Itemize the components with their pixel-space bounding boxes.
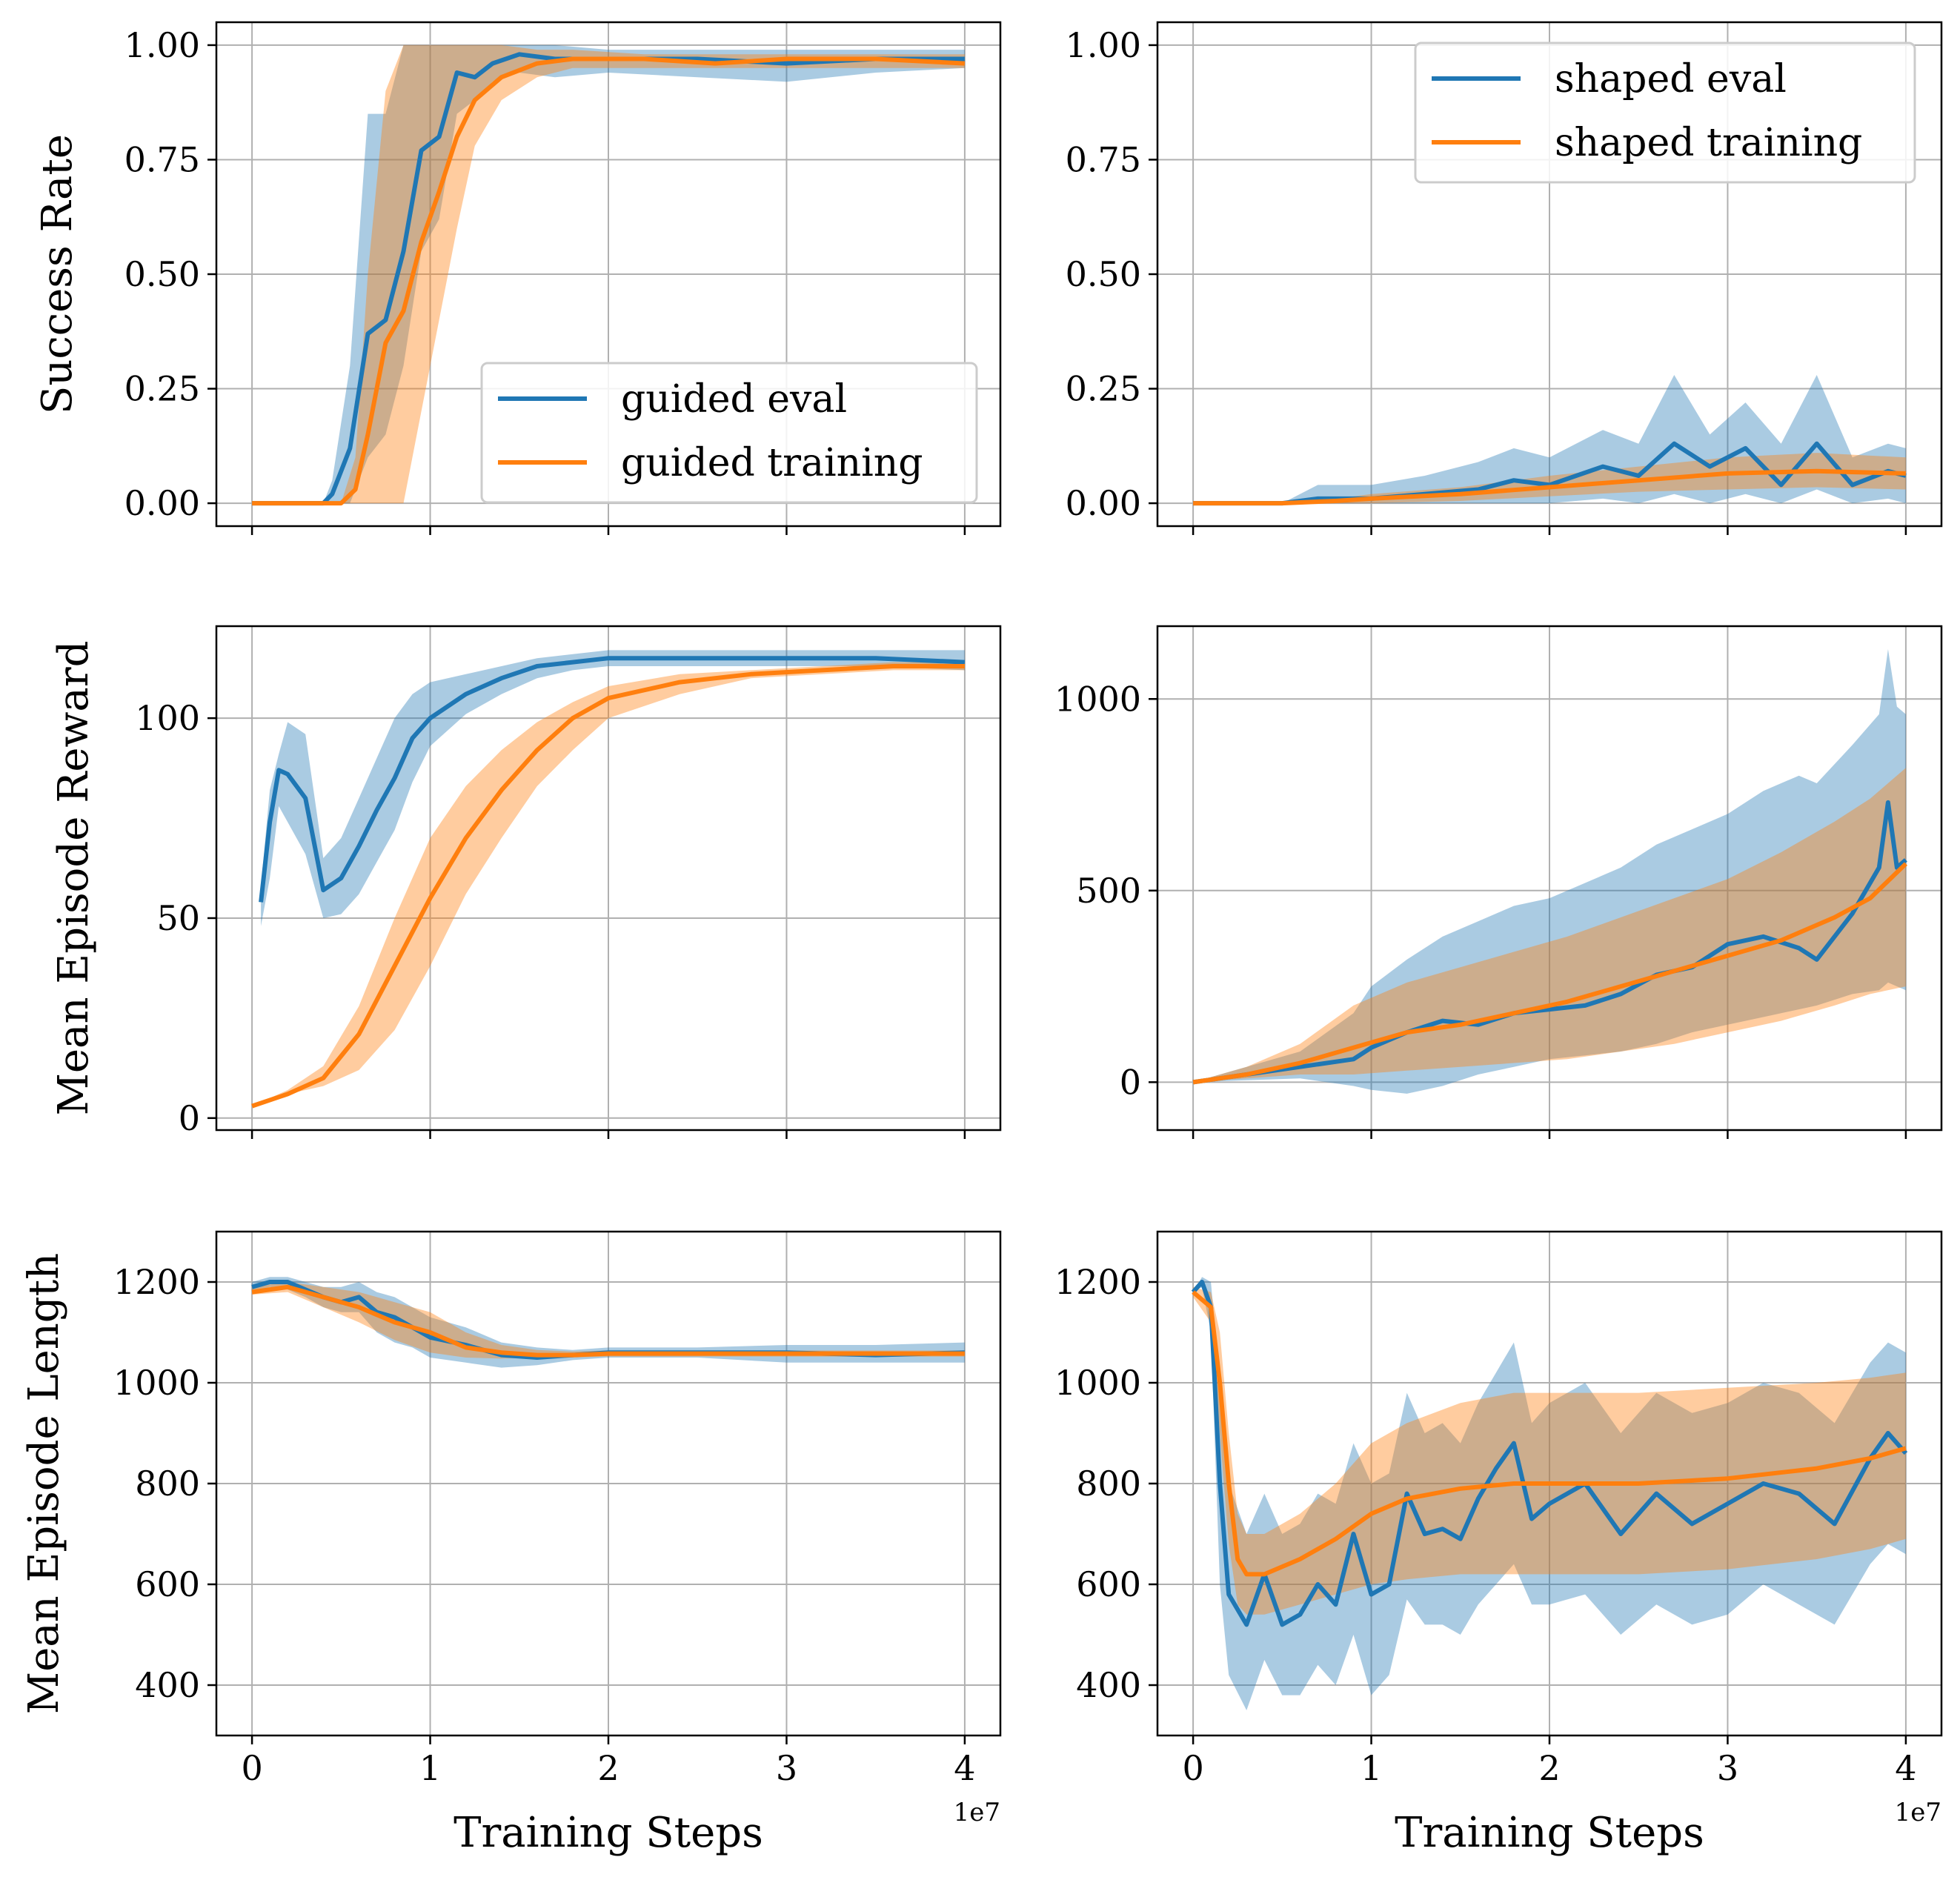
y-tick-label: 0.25 xyxy=(1066,369,1141,409)
x-tick-label: 0 xyxy=(241,1748,262,1788)
y-tick-label: 0 xyxy=(1120,1062,1141,1102)
y-tick-label: 1000 xyxy=(1054,679,1141,719)
y-tick-label: 600 xyxy=(1076,1564,1141,1604)
y-tick-label: 100 xyxy=(135,698,200,738)
panel-success-guided: 0.00 0.25 0.50 0.75 1.00 xyxy=(124,21,1002,535)
line-guided-training xyxy=(251,664,965,1109)
xlabel-training-steps-left: Training Steps xyxy=(454,1809,763,1857)
y-tick-label: 0.00 xyxy=(124,483,200,523)
x-tick-label: 1 xyxy=(419,1748,441,1788)
y-tick-label: 0.50 xyxy=(1066,254,1141,294)
legend-shaped: shaped eval shaped training xyxy=(1414,41,1916,184)
y-tick-label: 800 xyxy=(1076,1464,1141,1504)
line-guided-eval xyxy=(259,656,966,903)
x-offset-label-left: 1e7 xyxy=(954,1798,1000,1827)
grid xyxy=(216,626,1000,1130)
legend-guided-training-label: guided training xyxy=(621,441,923,485)
x-tick-label: 0 xyxy=(1182,1748,1203,1788)
plot-area xyxy=(1193,375,1907,506)
plot-area xyxy=(1191,1277,1908,1710)
line-guided-training xyxy=(251,1284,965,1358)
x-tick-label: 3 xyxy=(1717,1748,1738,1788)
y-tick-label: 50 xyxy=(156,898,200,938)
band-shaped-eval xyxy=(1193,649,1906,1094)
line-shaped-eval xyxy=(1191,1280,1908,1627)
legend-guided: guided eval guided training xyxy=(480,362,978,504)
panel-reward-guided: 0 50 100 xyxy=(135,625,1002,1139)
band-shaped-training xyxy=(1193,453,1906,504)
ylabel-mean-episode-reward: Mean Episode Reward xyxy=(50,641,98,1116)
band-guided-training xyxy=(252,44,965,504)
x-tick-label: 2 xyxy=(1538,1748,1560,1788)
legend-guided-frame xyxy=(480,362,978,504)
ylabel-success-rate: Success Rate xyxy=(33,134,82,414)
y-tick-label: 1.00 xyxy=(124,25,200,65)
x-tick-label: 3 xyxy=(776,1748,797,1788)
line-shaped-eval xyxy=(1192,800,1907,1085)
panel-length-shaped: 0 1 2 3 4 400 600 800 1000 1200 xyxy=(1054,1230,1943,1788)
legend-shaped-frame xyxy=(1414,41,1916,184)
y-tick-label: 1200 xyxy=(1054,1262,1141,1302)
ylabel-mean-episode-length: Mean Episode Length xyxy=(20,1253,68,1714)
plot-area xyxy=(1192,649,1907,1094)
band-guided-eval xyxy=(252,1277,965,1368)
y-tick-label: 1000 xyxy=(113,1363,200,1403)
x-tick-label: 4 xyxy=(954,1748,975,1788)
plot-area xyxy=(251,1277,965,1368)
band-guided-eval xyxy=(261,650,965,926)
plot-area xyxy=(251,650,966,1109)
line-shaped-training xyxy=(1192,862,1907,1085)
y-tick-label: 1.00 xyxy=(1066,25,1141,65)
x-tick-label: 4 xyxy=(1895,1748,1916,1788)
line-shaped-training xyxy=(1193,468,1906,506)
band-shaped-training xyxy=(1193,768,1906,1083)
line-shaped-training xyxy=(1192,1290,1907,1577)
line-guided-eval xyxy=(252,52,965,506)
panel-length-guided: 0 1 2 3 4 400 600 800 1000 1200 xyxy=(113,1230,1002,1788)
xlabel-training-steps-right: Training Steps xyxy=(1395,1809,1704,1857)
y-tick-label: 0.00 xyxy=(1066,483,1141,523)
y-tick-label: 800 xyxy=(135,1464,200,1504)
y-tick-label: 0.25 xyxy=(124,369,200,409)
y-tick-label: 0 xyxy=(179,1098,200,1138)
band-shaped-training xyxy=(1193,1286,1906,1615)
y-tick-label: 400 xyxy=(1076,1665,1141,1705)
grid xyxy=(216,1232,1000,1735)
x-tick-label: 1 xyxy=(1361,1748,1382,1788)
legend-shaped-training-label: shaped training xyxy=(1555,121,1862,165)
band-shaped-eval xyxy=(1193,1277,1906,1710)
band-guided-eval xyxy=(252,44,965,504)
x-offset-label-right: 1e7 xyxy=(1895,1798,1941,1827)
y-tick-label: 600 xyxy=(135,1564,200,1604)
y-tick-label: 0.75 xyxy=(1066,139,1141,179)
y-tick-label: 0.75 xyxy=(124,139,200,179)
plot-area xyxy=(252,44,966,506)
panel-reward-shaped: 0 500 1000 xyxy=(1054,625,1943,1139)
x-tick-label: 2 xyxy=(597,1748,619,1788)
legend-guided-eval-label: guided eval xyxy=(621,377,847,422)
y-tick-label: 1000 xyxy=(1054,1363,1141,1403)
y-tick-label: 400 xyxy=(135,1665,200,1705)
band-shaped-eval xyxy=(1193,375,1906,504)
y-tick-label: 500 xyxy=(1076,871,1141,911)
y-tick-label: 1200 xyxy=(113,1262,200,1302)
y-tick-label: 0.50 xyxy=(124,254,200,294)
legend-shaped-eval-label: shaped eval xyxy=(1555,57,1787,102)
line-guided-training xyxy=(252,56,966,506)
